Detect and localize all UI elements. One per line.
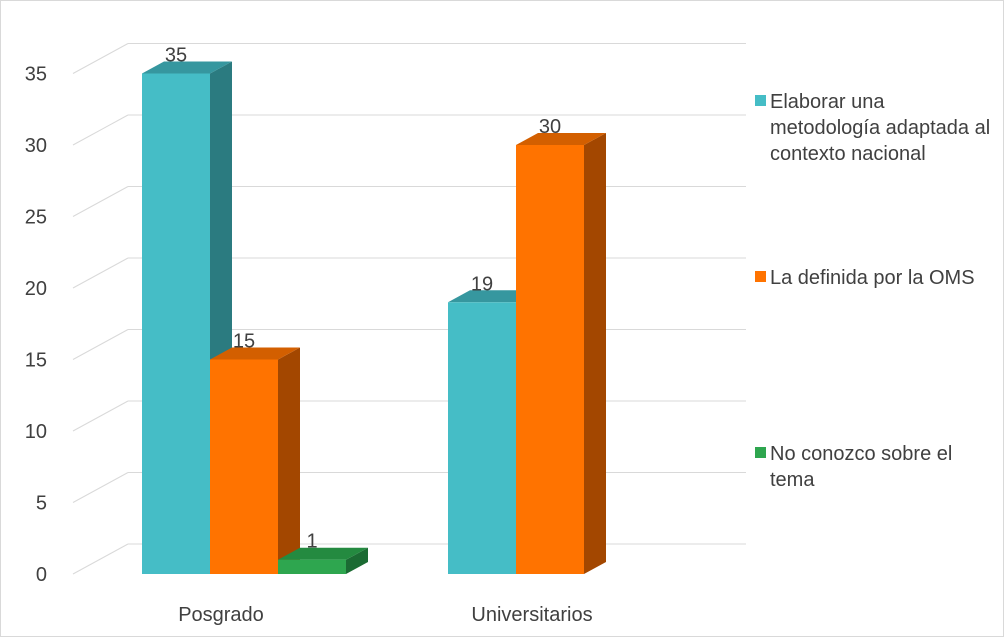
bar-top xyxy=(278,547,368,560)
bar-top xyxy=(516,133,606,145)
x-tick-label: Universitarios xyxy=(471,604,592,626)
legend-label: Elaborar una metodología adaptada al con… xyxy=(770,91,991,165)
bar xyxy=(278,547,368,574)
data-label: 19 xyxy=(471,273,493,295)
bar-side xyxy=(278,347,300,574)
bar-front xyxy=(210,359,278,574)
bar-top xyxy=(210,347,300,360)
legend-label: No conozco sobre el tema xyxy=(770,443,953,491)
bar-front xyxy=(142,73,210,574)
legend-item: Elaborar una metodología adaptada al con… xyxy=(755,89,1000,167)
gridline-diagonal xyxy=(72,186,129,217)
legend-item: La definida por la OMS xyxy=(755,265,975,291)
gridline-diagonal xyxy=(72,400,129,432)
gridline-diagonal xyxy=(72,472,129,503)
gridline-diagonal xyxy=(72,329,129,360)
legend-swatch xyxy=(755,447,766,458)
bar-front xyxy=(516,145,584,574)
gridline-diagonal xyxy=(72,257,129,289)
y-tick-label: 0 xyxy=(36,564,47,586)
y-tick-label: 15 xyxy=(25,350,47,372)
legend-swatch xyxy=(755,95,766,106)
legend-item: No conozco sobre el tema xyxy=(755,441,1000,493)
bar-front xyxy=(278,559,346,574)
x-tick-label: Posgrado xyxy=(178,604,264,626)
bar xyxy=(142,61,232,574)
bar-top xyxy=(142,61,232,74)
x-axis: Posgrado Universitarios xyxy=(178,604,592,626)
y-tick-label: 20 xyxy=(25,278,47,300)
y-tick-label: 10 xyxy=(25,421,47,443)
y-axis: 0 5 10 15 20 25 30 35 xyxy=(25,64,47,587)
data-label: 1 xyxy=(306,531,317,553)
gridline-diagonal xyxy=(72,543,129,575)
bars xyxy=(142,61,606,574)
y-tick-label: 5 xyxy=(36,493,47,515)
y-tick-label: 25 xyxy=(25,207,47,229)
bar-top xyxy=(448,290,538,303)
y-tick-label: 30 xyxy=(25,135,47,157)
bar-front xyxy=(448,302,516,574)
data-label: 30 xyxy=(539,116,561,138)
data-label: 15 xyxy=(233,331,255,353)
gridline-diagonal xyxy=(72,114,129,146)
legend-label: La definida por la OMS xyxy=(770,267,975,289)
y-tick-label: 35 xyxy=(25,64,47,86)
data-label: 35 xyxy=(165,45,187,67)
bar xyxy=(210,347,300,574)
bar-side xyxy=(346,547,368,574)
bar-side xyxy=(584,133,606,574)
legend-swatch xyxy=(755,271,766,282)
data-labels: 35 15 1 19 30 xyxy=(165,45,561,553)
bar xyxy=(516,133,606,574)
gridline-diagonal xyxy=(72,43,129,74)
